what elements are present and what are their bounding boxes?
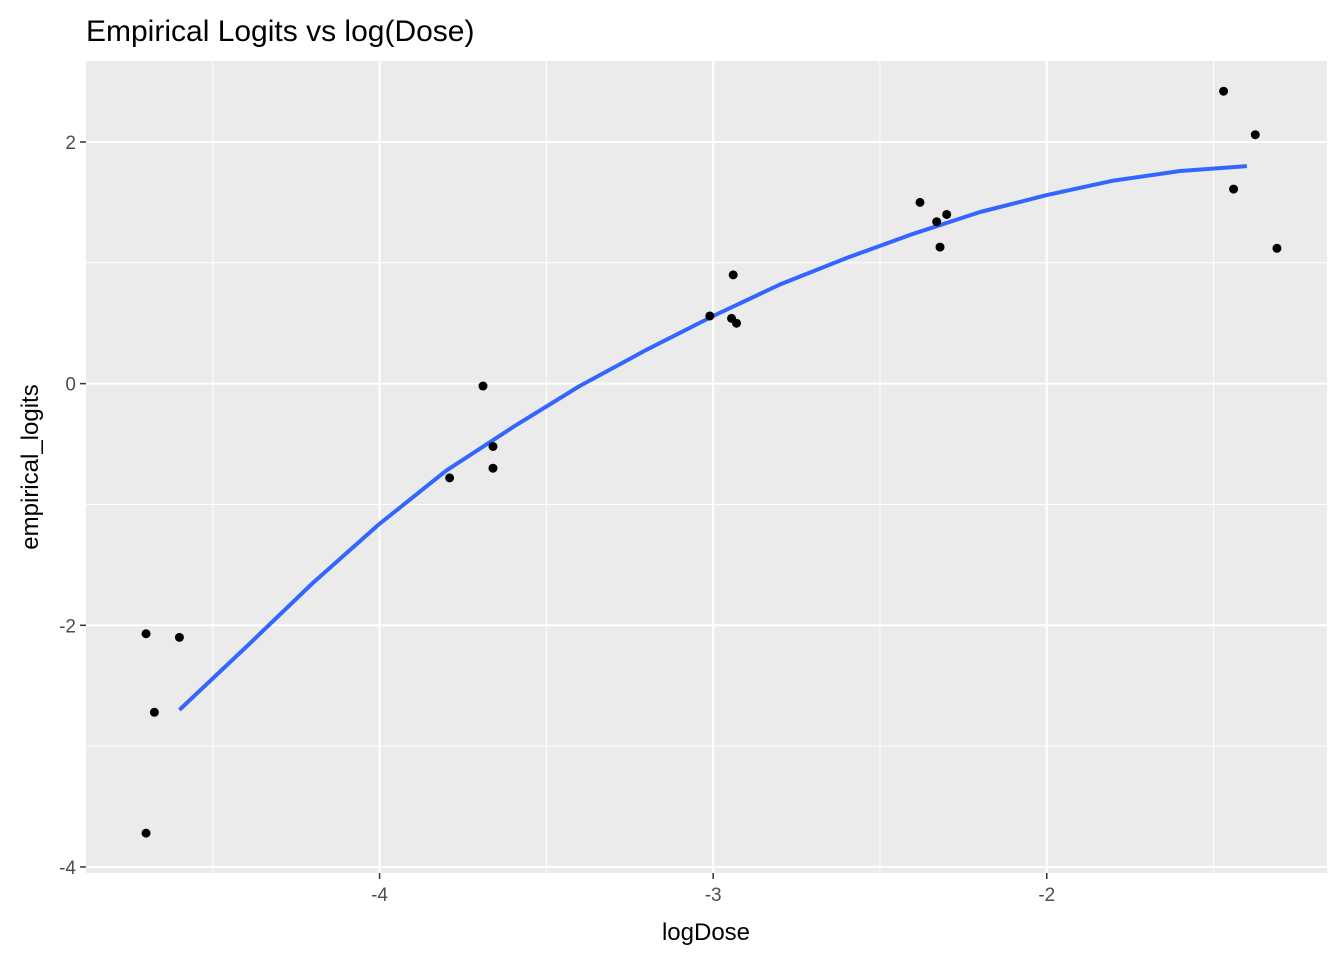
data-point xyxy=(1272,243,1282,253)
data-point xyxy=(149,707,159,717)
data-point xyxy=(935,242,945,252)
data-point xyxy=(445,473,455,483)
data-point xyxy=(1250,130,1260,140)
y-tick-label: -4 xyxy=(59,858,76,879)
data-point xyxy=(732,318,742,328)
data-point xyxy=(728,270,738,280)
data-point xyxy=(488,441,498,451)
x-tick-label: -3 xyxy=(705,885,722,906)
data-point xyxy=(141,828,151,838)
y-tick-label: 2 xyxy=(65,133,76,154)
data-point xyxy=(1219,86,1229,96)
x-tick-label: -4 xyxy=(371,885,388,906)
data-point xyxy=(478,381,488,391)
y-axis: -4 -2 0 2 xyxy=(59,133,86,879)
data-point xyxy=(174,632,184,642)
x-axis-title: logDose xyxy=(662,919,750,946)
major-gridlines xyxy=(86,61,1327,873)
data-point xyxy=(488,463,498,473)
y-tick-label: -2 xyxy=(59,616,76,637)
y-axis-title: empirical_logits xyxy=(17,384,44,549)
x-tick-label: -2 xyxy=(1038,885,1055,906)
data-points xyxy=(141,86,1282,838)
minor-gridlines xyxy=(86,61,1327,873)
data-point xyxy=(705,311,715,321)
x-axis: -4 -3 -2 xyxy=(371,873,1055,906)
data-point xyxy=(915,197,925,207)
chart-title: Empirical Logits vs log(Dose) xyxy=(86,15,474,48)
y-tick-label: 0 xyxy=(65,375,76,396)
data-point xyxy=(1229,184,1239,194)
plot-panel xyxy=(86,61,1327,873)
data-point xyxy=(932,217,942,227)
data-point xyxy=(942,209,952,219)
data-point xyxy=(141,629,151,639)
